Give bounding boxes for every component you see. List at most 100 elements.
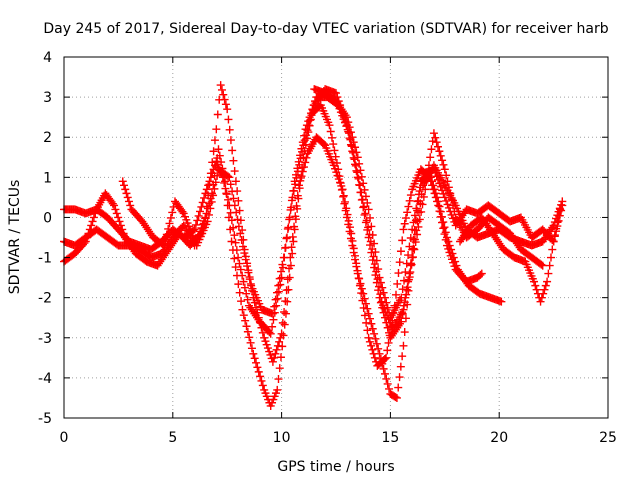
data-point — [414, 222, 423, 231]
data-point — [350, 251, 359, 260]
data-point — [444, 244, 453, 253]
data-point — [230, 254, 239, 263]
data-point — [410, 245, 419, 254]
data-point — [235, 259, 244, 268]
data-point — [111, 205, 120, 214]
data-point — [410, 211, 419, 220]
data-point — [370, 239, 379, 248]
data-point — [440, 230, 449, 239]
data-point — [382, 374, 391, 383]
data-point — [353, 153, 362, 162]
data-point — [435, 207, 444, 216]
data-point — [271, 295, 280, 304]
data-point — [245, 333, 254, 342]
data-point — [302, 153, 311, 162]
data-point — [429, 185, 438, 194]
data-point — [356, 166, 365, 175]
data-point — [224, 172, 233, 181]
data-point — [444, 203, 453, 212]
data-point — [263, 344, 272, 353]
data-point — [385, 331, 394, 340]
data-point — [88, 217, 97, 226]
data-point — [558, 201, 567, 210]
data-point — [550, 231, 559, 240]
data-point — [121, 185, 130, 194]
data-point — [285, 264, 294, 273]
data-point — [339, 191, 348, 200]
data-point — [374, 286, 383, 295]
x-tick-label: 0 — [60, 430, 69, 446]
data-point — [476, 270, 485, 279]
data-point — [411, 238, 420, 247]
data-point — [265, 347, 274, 356]
data-point — [216, 81, 225, 90]
data-point — [247, 344, 256, 353]
data-point — [287, 243, 296, 252]
data-point — [355, 281, 364, 290]
data-point — [407, 260, 416, 269]
data-point — [206, 204, 215, 213]
data-point — [225, 173, 234, 182]
data-point — [331, 164, 340, 173]
data-point — [436, 182, 445, 191]
data-point — [349, 138, 358, 147]
data-point — [438, 218, 447, 227]
data-point — [243, 262, 252, 271]
data-point — [222, 189, 231, 198]
data-point — [164, 224, 173, 233]
data-point — [543, 277, 552, 286]
data-point — [372, 339, 381, 348]
data-point — [209, 147, 218, 156]
data-point — [162, 230, 171, 239]
data-point — [421, 185, 430, 194]
data-point — [396, 362, 405, 371]
data-point — [442, 171, 451, 180]
data-point — [226, 136, 235, 145]
data-point — [234, 253, 243, 262]
data-point — [532, 285, 541, 294]
data-point — [298, 138, 307, 147]
data-point — [369, 252, 378, 261]
data-point — [325, 121, 334, 130]
data-point — [253, 308, 262, 317]
data-point — [230, 167, 239, 176]
data-point — [260, 333, 269, 342]
data-point — [298, 167, 307, 176]
data-point — [447, 195, 456, 204]
data-point — [368, 345, 377, 354]
data-point — [191, 220, 200, 229]
data-point — [329, 140, 338, 149]
data-point — [301, 125, 310, 134]
data-point — [276, 333, 285, 342]
data-point — [268, 322, 277, 331]
data-point — [230, 201, 239, 210]
data-point — [306, 109, 315, 118]
data-point — [278, 318, 287, 327]
data-point — [245, 275, 254, 284]
data-point — [477, 269, 486, 278]
data-point — [364, 333, 373, 342]
data-point — [326, 127, 335, 136]
data-point — [304, 117, 313, 126]
data-point — [531, 281, 540, 290]
y-tick-label: -2 — [38, 291, 52, 307]
data-point — [228, 187, 237, 196]
data-point — [552, 224, 561, 233]
data-point — [168, 208, 177, 217]
data-point — [207, 197, 216, 206]
data-point — [436, 212, 445, 221]
data-point — [404, 275, 413, 284]
data-point — [364, 205, 373, 214]
data-point — [296, 151, 305, 160]
data-point — [440, 165, 449, 174]
data-point — [234, 222, 243, 231]
data-point — [441, 228, 450, 237]
data-point — [294, 157, 303, 166]
data-point — [392, 393, 401, 402]
data-point — [382, 298, 391, 307]
data-point — [210, 136, 219, 145]
data-point — [258, 381, 267, 390]
data-point — [290, 222, 299, 231]
data-point — [546, 253, 555, 262]
x-tick-label: 5 — [168, 430, 177, 446]
